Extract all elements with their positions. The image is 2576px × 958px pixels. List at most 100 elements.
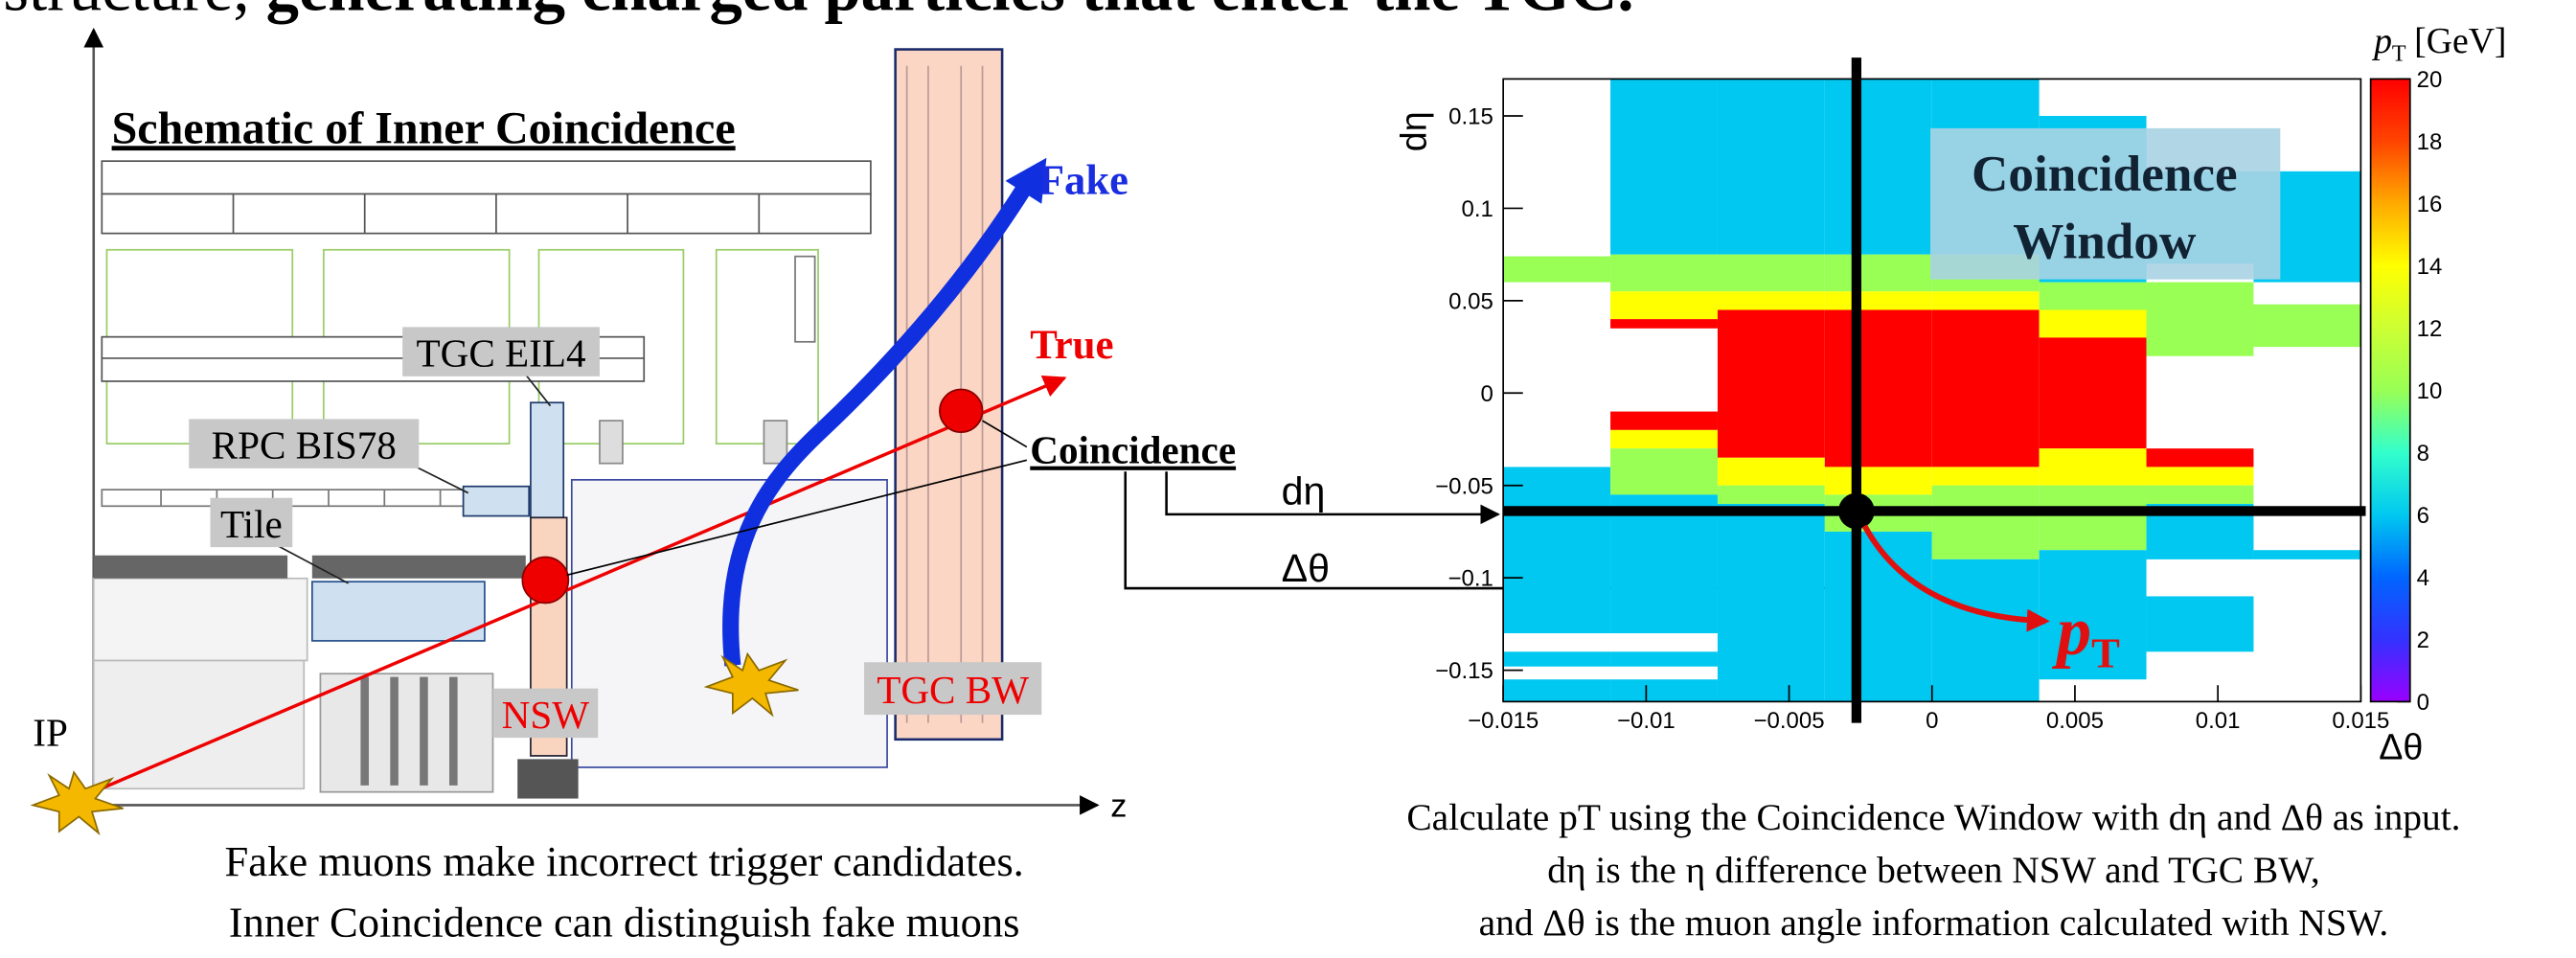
- caption-right: and Δθ is the muon angle information cal…: [1479, 901, 2389, 944]
- heat-cell: [2040, 283, 2147, 310]
- region: [94, 579, 308, 661]
- x-tick-label: −0.015: [1468, 708, 1539, 734]
- heat-cell: [2147, 448, 2254, 467]
- x-tick-label: 0.01: [2196, 708, 2241, 734]
- colorbar-tick-label: 14: [2417, 254, 2443, 280]
- label-nsw: NSW: [502, 693, 590, 737]
- block: [764, 421, 786, 464]
- label-deta: dη: [1282, 469, 1326, 513]
- output-subscript: T: [2091, 628, 2120, 676]
- heat-cell: [2147, 596, 2254, 651]
- heat-cell: [1825, 255, 1932, 292]
- label-fake: Fake: [1038, 155, 1128, 203]
- heat-cell: [1932, 559, 2040, 702]
- colorbar-tick-label: 8: [2417, 441, 2429, 467]
- colorbar-unit: [GeV]: [2414, 21, 2506, 61]
- heat-cell: [2040, 309, 2147, 337]
- x-tick-label: −0.01: [1617, 708, 1676, 734]
- colorbar-tick-label: 2: [2417, 627, 2429, 653]
- heat-cell: [1610, 412, 1718, 430]
- tile: [312, 582, 485, 641]
- heat-cell: [1610, 319, 1718, 329]
- endcap: [320, 673, 492, 791]
- captions: Fake muons make incorrect trigger candid…: [225, 796, 2461, 946]
- heat-cell: [1718, 486, 1825, 504]
- label-true: True: [1030, 323, 1113, 368]
- rpc-bis78: [464, 487, 530, 516]
- page: Inner Coincidence html, body { margin: 0…: [0, 0, 2576, 958]
- heat-cell: [2253, 305, 2360, 347]
- block: [517, 759, 578, 798]
- label-coincidence: Coincidence: [1030, 428, 1236, 472]
- colorbar-subscript: T: [2392, 42, 2406, 67]
- heat-cell: [2253, 550, 2360, 559]
- heat-cell: [1610, 448, 1718, 494]
- colorbar-tick-label: 4: [2417, 565, 2429, 591]
- colorbar-tick-label: 18: [2417, 129, 2443, 155]
- output-symbol: p: [2051, 593, 2091, 670]
- heat-cell: [1610, 255, 1718, 292]
- tile-bar: [312, 556, 526, 579]
- chamber: [795, 257, 815, 342]
- heat-cell: [1718, 79, 1825, 254]
- heat-cell: [1825, 532, 1932, 701]
- caption-left: Fake muons make incorrect trigger candid…: [225, 837, 1024, 885]
- heat-cell: [1825, 291, 1932, 309]
- heat-cell: [1825, 309, 1932, 467]
- hit: [940, 390, 983, 433]
- hit: [522, 557, 568, 603]
- heat-cell: [1718, 309, 1825, 457]
- block: [600, 421, 623, 464]
- heat-cell: [1932, 486, 2040, 559]
- page-body: {"header": {"lead": "structure,", "rest"…: [0, 0, 2576, 958]
- heat-cell: [1718, 255, 1825, 292]
- y-tick-label: 0.1: [1461, 196, 1493, 222]
- label-dtheta: Δθ: [1282, 546, 1330, 590]
- caption-left: Inner Coincidence can distinguish fake m…: [229, 899, 1020, 947]
- y-tick-label: −0.05: [1435, 473, 1493, 499]
- colorbar-symbol: p: [2371, 21, 2392, 61]
- label-rpc-bis78: RPC BIS78: [212, 423, 397, 468]
- schematic-title: Schematic of Inner Coincidence: [112, 103, 736, 153]
- heat-cell: [1718, 291, 1825, 309]
- heat-cell: [1610, 430, 1718, 448]
- heat-cell: [1610, 79, 1718, 254]
- window-label: Window: [2013, 214, 2197, 269]
- heat-cell: [2040, 337, 2147, 448]
- tgc-eil4: [531, 402, 563, 517]
- heat-cell: [2147, 486, 2254, 504]
- heat-cell: [1610, 679, 1718, 701]
- heat-cell: [1718, 458, 1825, 486]
- tile-bar: [94, 556, 287, 579]
- colorbar-tick-label: 0: [2417, 690, 2429, 716]
- label-tgc-eil4: TGC EIL4: [416, 331, 585, 376]
- caption-right: dη is the η difference between NSW and T…: [1547, 849, 2319, 891]
- heat-cell: [1610, 651, 1718, 666]
- header-lead: structure,: [3, 0, 249, 24]
- chamber: [102, 161, 871, 194]
- colorbar: [2371, 79, 2410, 701]
- colorbar-tick-label: 20: [2417, 67, 2443, 93]
- label-z: z: [1110, 787, 1127, 824]
- heat-cell: [1825, 79, 1932, 254]
- y-tick-label: −0.15: [1435, 658, 1493, 684]
- heat-cell: [1718, 504, 1825, 701]
- colorbar-tick-label: 6: [2417, 503, 2429, 529]
- y-tick-label: −0.1: [1448, 566, 1493, 592]
- heat-cell: [1503, 257, 1610, 283]
- heat-cell: [2040, 486, 2147, 551]
- y-axis-label: dη: [1394, 111, 1434, 151]
- y-tick-label: 0.05: [1448, 288, 1493, 314]
- chamber: [102, 194, 871, 233]
- colorbar-tick-label: 16: [2417, 192, 2443, 217]
- crosshair-dot: [1838, 493, 1875, 530]
- region: [94, 660, 305, 788]
- header: structure, generating charged particles …: [3, 0, 1633, 24]
- slide: structure, generating charged particles …: [0, 0, 2576, 958]
- heat-cell: [2040, 448, 2147, 486]
- heat-cell: [2147, 467, 2254, 485]
- x-tick-label: 0.005: [2046, 708, 2104, 734]
- label-tile: Tile: [220, 502, 283, 546]
- x-tick-label: 0: [1926, 708, 1938, 734]
- heat-cell: [1932, 291, 2040, 309]
